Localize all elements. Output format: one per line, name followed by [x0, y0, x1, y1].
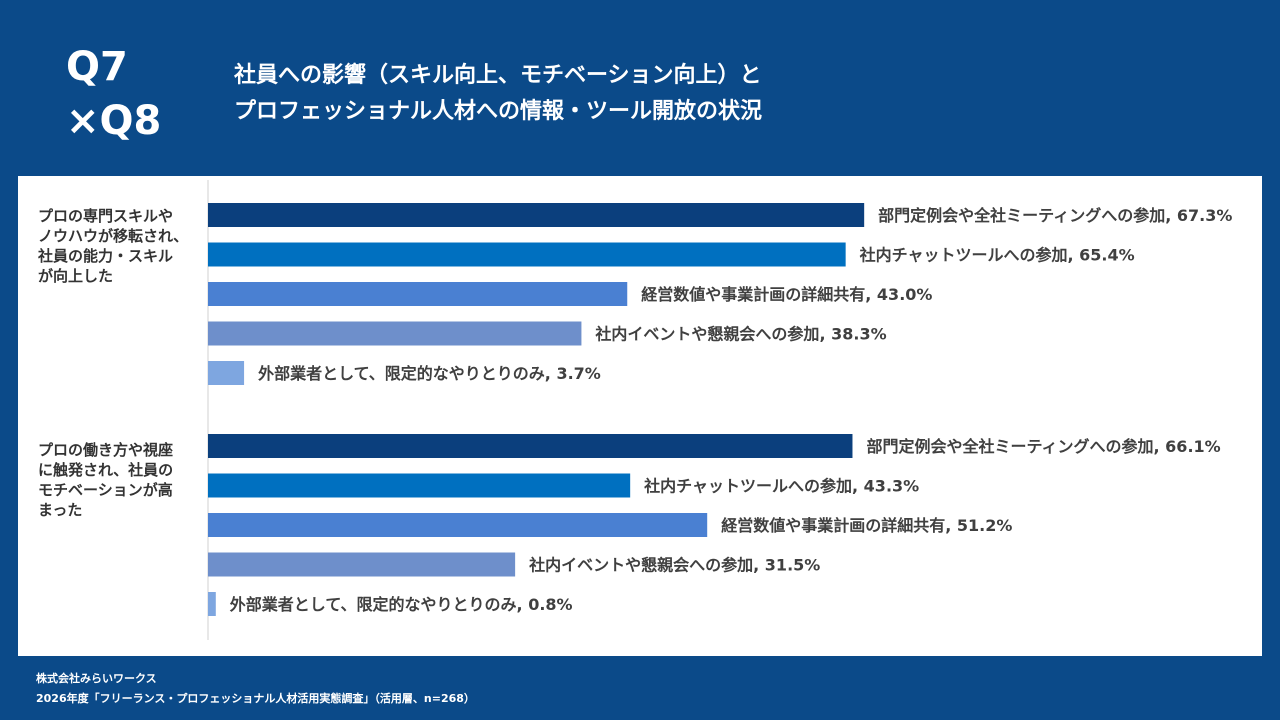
label-separator: , — [865, 285, 877, 304]
data-label: 経営数値や事業計画の詳細共有, 51.2% — [721, 516, 1012, 535]
label-separator: , — [545, 364, 557, 383]
bar — [208, 473, 631, 498]
label-separator: , — [945, 516, 957, 535]
bar — [208, 592, 216, 616]
bar — [208, 321, 582, 346]
series-name: 経営数値や事業計画の詳細共有 — [721, 516, 945, 535]
label-separator: , — [1067, 245, 1079, 264]
value-label: 43.0% — [877, 285, 933, 304]
data-label: 外部業者として、限定的なやりとりのみ, 3.7% — [257, 364, 601, 383]
value-label: 3.7% — [556, 364, 600, 383]
label-separator: , — [1165, 206, 1177, 225]
value-label: 65.4% — [1079, 245, 1135, 264]
footnote: 株式会社みらいワークス — [36, 672, 157, 685]
series-name: 社内チャットツールへの参加 — [859, 245, 1068, 264]
data-label: 社内イベントや懇親会への参加, 31.5% — [528, 555, 820, 574]
series-name: 外部業者として、限定的なやりとりのみ — [229, 595, 517, 614]
data-label: 社内チャットツールへの参加, 43.3% — [643, 476, 919, 495]
data-label: 社内チャットツールへの参加, 65.4% — [859, 245, 1135, 264]
label-separator: , — [852, 476, 864, 495]
label-separator: , — [819, 324, 831, 343]
bar — [208, 242, 846, 267]
value-label: 31.5% — [765, 555, 821, 574]
series-name: 社内イベントや懇親会への参加 — [594, 324, 819, 343]
series-name: 部門定例会や全社ミーティングへの参加 — [866, 437, 1153, 456]
data-label: 部門定例会や全社ミーティングへの参加, 66.1% — [866, 437, 1220, 456]
data-label: 社内イベントや懇親会への参加, 38.3% — [594, 324, 886, 343]
series-name: 経営数値や事業計画の詳細共有 — [641, 285, 865, 304]
label-separator: , — [1154, 437, 1166, 456]
data-label: 外部業者として、限定的なやりとりのみ, 0.8% — [229, 595, 573, 614]
bar — [208, 203, 865, 227]
bar — [208, 513, 708, 537]
category-label: プロの専門スキルや ノウハウが移転され、 社員の能力・スキル が向上した — [38, 207, 189, 285]
bar — [208, 361, 245, 385]
footnote: 2026年度「フリーランス・プロフェッショナル人材活用実態調査」（活用層、n=2… — [36, 692, 475, 705]
series-name: 社内チャットツールへの参加 — [643, 476, 852, 495]
series-name: 部門定例会や全社ミーティングへの参加 — [878, 206, 1165, 225]
bar — [208, 434, 853, 458]
label-separator: , — [753, 555, 765, 574]
question-badge: Q7 ×Q8 — [66, 44, 162, 144]
value-label: 66.1% — [1165, 437, 1221, 456]
value-label: 43.3% — [864, 476, 920, 495]
bar — [208, 282, 628, 306]
data-label: 経営数値や事業計画の詳細共有, 43.0% — [641, 285, 932, 304]
bar — [208, 552, 516, 577]
category-label: プロの働き方や視座 に触発され、社員の モチベーションが高 まった — [38, 441, 174, 519]
value-label: 67.3% — [1177, 206, 1233, 225]
label-separator: , — [517, 595, 529, 614]
data-label: 部門定例会や全社ミーティングへの参加, 67.3% — [878, 206, 1232, 225]
value-label: 38.3% — [831, 324, 887, 343]
series-name: 外部業者として、限定的なやりとりのみ — [257, 364, 545, 383]
value-label: 0.8% — [528, 595, 572, 614]
value-label: 51.2% — [957, 516, 1013, 535]
chart-title: 社員への影響（スキル向上、モチベーション向上）と プロフェッショナル人材への情報… — [234, 63, 763, 124]
series-name: 社内イベントや懇親会への参加 — [528, 555, 753, 574]
